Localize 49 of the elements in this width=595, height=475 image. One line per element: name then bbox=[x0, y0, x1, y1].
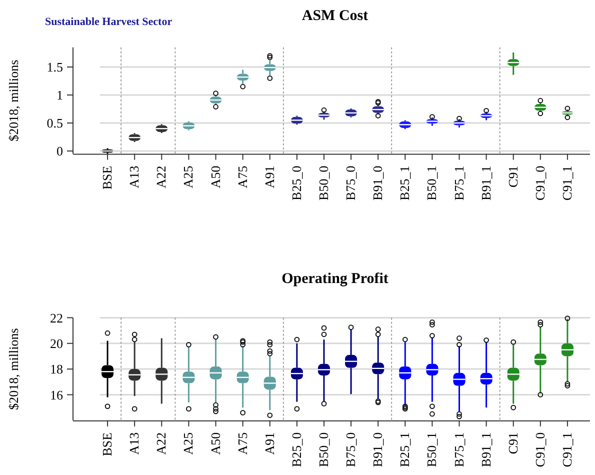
chart-title: ASM Cost bbox=[302, 8, 368, 24]
x-tick-label: A50 bbox=[208, 166, 223, 188]
chart-title: Operating Profit bbox=[282, 271, 388, 287]
x-tick-label: A13 bbox=[126, 432, 142, 455]
x-tick-label: A75 bbox=[234, 166, 250, 188]
x-tick-label: B75_1 bbox=[451, 166, 466, 200]
y-axis-title: $2018, millions bbox=[6, 60, 21, 142]
x-tick-label: B91_0 bbox=[370, 166, 386, 200]
text: Sustainable Harvest Sector bbox=[45, 16, 172, 28]
x-tick-label: A91 bbox=[262, 432, 277, 455]
x-tick-label: BSE bbox=[100, 432, 115, 456]
x-tick-label: A22 bbox=[154, 432, 169, 455]
x-tick-label: A25 bbox=[180, 166, 196, 188]
x-tick-label: B25_0 bbox=[288, 166, 304, 200]
x-tick-label: B50_1 bbox=[424, 166, 440, 200]
y-axis-title: $2018, millions bbox=[6, 328, 21, 410]
y-tick-label: 18 bbox=[50, 362, 63, 377]
y-tick-label: 0 bbox=[56, 144, 63, 159]
x-tick-label: A75 bbox=[234, 432, 250, 455]
x-tick-label: B91_0 bbox=[370, 432, 386, 468]
y-tick-label: 0.5 bbox=[46, 116, 63, 131]
x-tick-label: B50_0 bbox=[316, 166, 331, 200]
x-tick-label: A91 bbox=[262, 166, 277, 188]
y-tick-label: 1 bbox=[56, 88, 63, 103]
x-tick-label: A50 bbox=[208, 432, 223, 455]
x-tick-label: C91 bbox=[505, 432, 520, 454]
x-tick-label: C91_0 bbox=[532, 166, 548, 200]
x-tick-label: A13 bbox=[126, 166, 142, 188]
x-tick-label: A25 bbox=[180, 432, 196, 455]
x-tick-label: A22 bbox=[154, 166, 169, 188]
x-tick-label: C91_0 bbox=[532, 432, 548, 468]
x-tick-label: B91_1 bbox=[478, 432, 494, 468]
x-tick-label: C91 bbox=[505, 166, 520, 188]
x-tick-label: B25_0 bbox=[288, 432, 304, 468]
x-tick-label: B50_0 bbox=[316, 432, 331, 468]
y-tick-label: 1.5 bbox=[46, 60, 63, 75]
x-tick-label: BSE bbox=[100, 166, 115, 190]
x-tick-label: B91_1 bbox=[478, 166, 494, 200]
x-tick-label: C91_1 bbox=[559, 432, 574, 468]
y-tick-label: 16 bbox=[50, 387, 64, 402]
x-tick-label: B75_0 bbox=[343, 432, 358, 468]
y-tick-label: 20 bbox=[50, 336, 63, 351]
x-tick-label: B75_1 bbox=[451, 432, 466, 468]
x-tick-label: B25_1 bbox=[397, 166, 412, 200]
x-tick-label: B75_0 bbox=[343, 166, 358, 200]
y-tick-label: 22 bbox=[50, 310, 63, 326]
x-tick-label: B25_1 bbox=[397, 432, 412, 468]
x-tick-label: B50_1 bbox=[424, 432, 440, 468]
x-tick-label: C91_1 bbox=[559, 166, 574, 200]
